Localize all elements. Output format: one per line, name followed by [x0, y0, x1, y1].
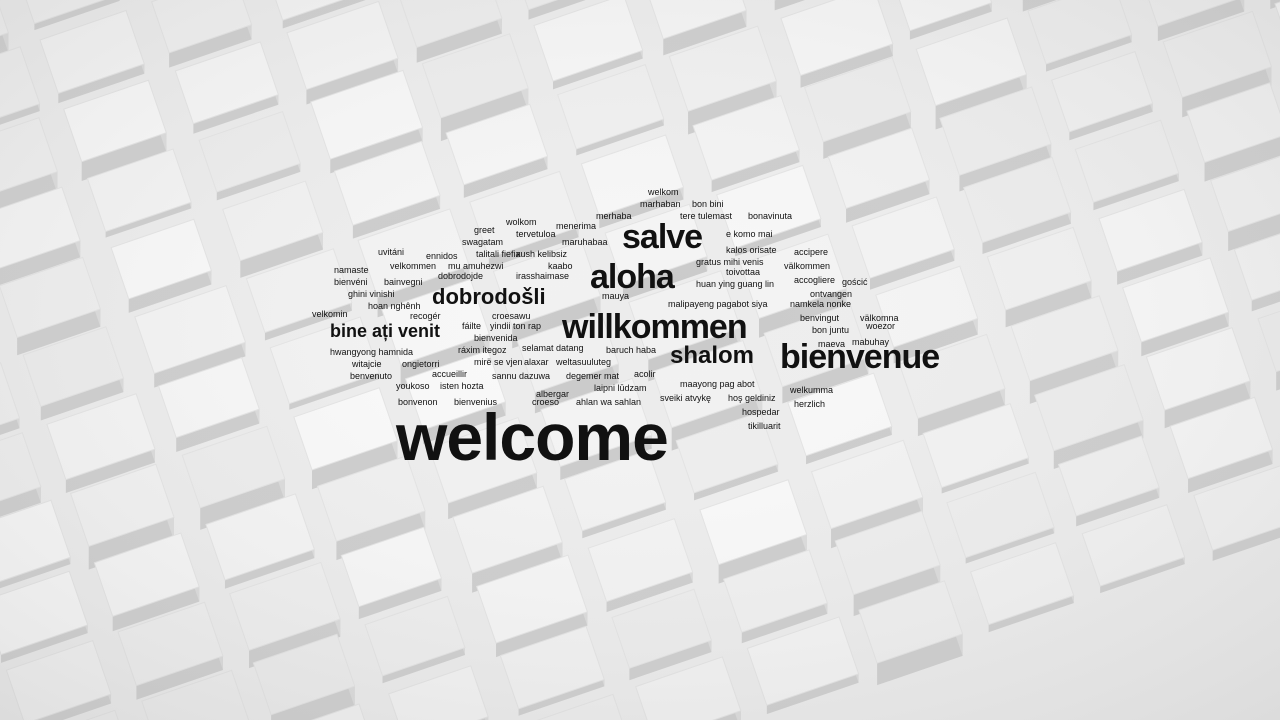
word-cloud-word: malipayeng pagabot siya	[668, 299, 768, 309]
word-cloud-word: herzlich	[794, 399, 826, 409]
word-cloud-word: uvitáni	[378, 247, 405, 257]
word-cloud-word: croesawu	[492, 311, 531, 321]
word-cloud-word: aloha	[590, 258, 675, 296]
word-cloud-word: swagatam	[462, 237, 504, 247]
word-cloud-word: bienvenida	[474, 333, 518, 343]
word-cloud-word: välkommen	[784, 261, 831, 271]
word-cloud-word: shalom	[670, 342, 755, 369]
word-cloud-word: mabuhay	[852, 337, 890, 347]
word-cloud-word: tere tulemast	[680, 211, 733, 221]
word-cloud-word: welkumma	[790, 385, 834, 395]
word-cloud-word: menerima	[556, 221, 597, 231]
word-cloud-word: ráxim itegoz	[458, 345, 507, 355]
word-cloud-word: bonavinuta	[748, 211, 793, 221]
word-cloud-word: namaste	[334, 265, 369, 275]
word-cloud-word: gratus mihi venis	[696, 257, 764, 267]
word-cloud-word: mauya	[602, 291, 630, 301]
word-cloud-word: toivottaa	[726, 267, 761, 277]
word-cloud-word: bine ați venit	[330, 321, 441, 341]
word-cloud-word: accipere	[794, 247, 829, 257]
word-cloud-word: xush kelibsiz	[516, 249, 568, 259]
word-cloud-word: benvingut	[800, 313, 840, 323]
word-cloud-word: sannu dazuwa	[492, 371, 551, 381]
word-cloud-word: witajcie	[352, 359, 382, 369]
word-cloud-word: acolir	[634, 369, 656, 379]
word-cloud-word: merhaba	[596, 211, 632, 221]
word-cloud-word: maayong pag abot	[680, 379, 755, 389]
word-cloud-word: fáilte	[462, 321, 482, 331]
word-cloud-word: velkomin	[312, 309, 348, 319]
word-cloud-word: bienvenue	[780, 338, 940, 376]
word-cloud-word: recogér	[410, 311, 441, 321]
word-cloud-word: kalos orisate	[726, 245, 777, 255]
word-cloud-word: alaxar	[524, 357, 549, 367]
word-cloud-word: bon bini	[692, 199, 724, 209]
word-cloud-word: hoş geldiniz	[728, 393, 776, 403]
word-cloud-word: ahlan wa sahlan	[576, 397, 642, 407]
word-cloud-word: maeva	[818, 339, 846, 349]
word-cloud-word: irasshaimase	[516, 271, 570, 281]
word-cloud-word: hwangyong hamnida	[330, 347, 414, 357]
word-cloud-word: tervetuloa	[516, 229, 556, 239]
word-cloud-word: welcome	[396, 400, 669, 474]
word-cloud-word: willkommen	[562, 308, 748, 346]
word-cloud-word: bienvenius	[454, 397, 498, 407]
word-cloud-word: namkela nonke	[790, 299, 852, 309]
word-cloud-word: huan ying guang lin	[696, 279, 775, 289]
word-cloud-word: sveiki atvykę	[660, 393, 712, 403]
word-cloud-word: croeso	[532, 397, 560, 407]
word-cloud-word: welkom	[648, 187, 679, 197]
word-cloud-word: wolkom	[506, 217, 537, 227]
word-cloud-word: ennidos	[426, 251, 458, 261]
word-cloud-word: e komo mai	[726, 229, 773, 239]
word-cloud-word: woezor	[866, 321, 896, 331]
word-cloud-word: weltasuuluteg	[556, 357, 612, 367]
word-cloud-word: ontvangen	[810, 289, 853, 299]
word-cloud-word: accueillir	[432, 369, 468, 379]
word-cloud-word: laipni lūdzam	[594, 383, 647, 393]
word-cloud-word: velkommen	[390, 261, 437, 271]
word-cloud-word: maruhabaa	[562, 237, 608, 247]
word-cloud-word: ongietorri	[402, 359, 440, 369]
word-cloud-word: mirë se vjen	[474, 357, 523, 367]
word-cloud-word: albergar	[536, 389, 570, 399]
word-cloud-word: dobrodojde	[438, 271, 484, 281]
word-cloud-word: ghini vinishi	[348, 289, 395, 299]
word-cloud-word: selamat datang	[522, 343, 584, 353]
word-cloud-word: salve	[622, 218, 703, 256]
word-cloud-word: dobrodošli	[432, 284, 546, 309]
word-cloud-word: isten hozta	[440, 381, 484, 391]
word-cloud-word: hoan nghênh	[368, 301, 421, 311]
word-cloud-word: talitali fiefia	[476, 249, 521, 259]
word-cloud-word: youkoso	[396, 381, 430, 391]
word-cloud-word: accogliere	[794, 275, 836, 285]
word-cloud-word: gościć	[842, 277, 868, 287]
word-cloud-word: yindii ton rap	[490, 321, 542, 331]
word-cloud-word: hospedar	[742, 407, 780, 417]
word-cloud-word: greet	[474, 225, 495, 235]
word-cloud-word: mu amuhezwi	[448, 261, 504, 271]
word-cloud-word: bienvéni	[334, 277, 368, 287]
word-cloud-word: benvenuto	[350, 371, 393, 381]
word-cloud-word: välkomna	[860, 313, 899, 323]
word-cloud-word: tikilluarit	[748, 421, 781, 431]
word-cloud-word: baruch haba	[606, 345, 657, 355]
word-cloud-word: bonvenon	[398, 397, 438, 407]
word-cloud-word: degemer mat	[566, 371, 620, 381]
word-cloud-word: bon juntu	[812, 325, 850, 335]
word-cloud-word: kaabo	[548, 261, 573, 271]
word-cloud-word: marhaban	[640, 199, 681, 209]
word-cloud-word: bainvegni	[384, 277, 423, 287]
